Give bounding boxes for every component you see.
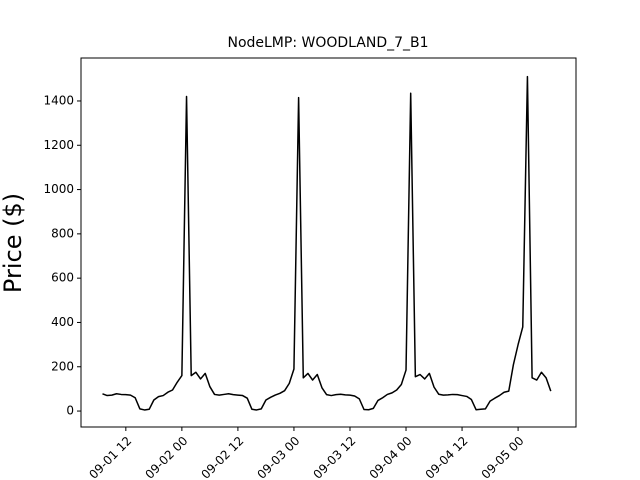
y-tick-label: 0 (66, 404, 74, 418)
y-tick-label: 600 (51, 271, 74, 285)
plot-frame (80, 57, 577, 428)
x-tick-label: 09-03 12 (311, 434, 359, 480)
y-tick-label: 1200 (43, 138, 74, 152)
x-tick-label: 09-04 00 (367, 434, 415, 480)
x-tick-label: 09-03 00 (254, 434, 302, 480)
x-tick-label: 09-04 12 (423, 434, 471, 480)
y-axis-label: Price ($) (0, 193, 27, 293)
x-tick-label: 09-02 00 (142, 434, 190, 480)
x-tick-label: 09-02 12 (198, 434, 246, 480)
x-tick-label: 09-01 12 (86, 434, 134, 480)
y-tick-label: 800 (51, 226, 74, 240)
y-tick-label: 200 (51, 359, 74, 373)
y-tick-label: 400 (51, 315, 74, 329)
y-tick-label: 1000 (43, 182, 74, 196)
y-tick-label: 1400 (43, 93, 74, 107)
chart-title: NodeLMP: WOODLAND_7_B1 (227, 35, 428, 51)
x-tick-label: 09-05 00 (479, 434, 527, 480)
price-line (102, 75, 552, 411)
